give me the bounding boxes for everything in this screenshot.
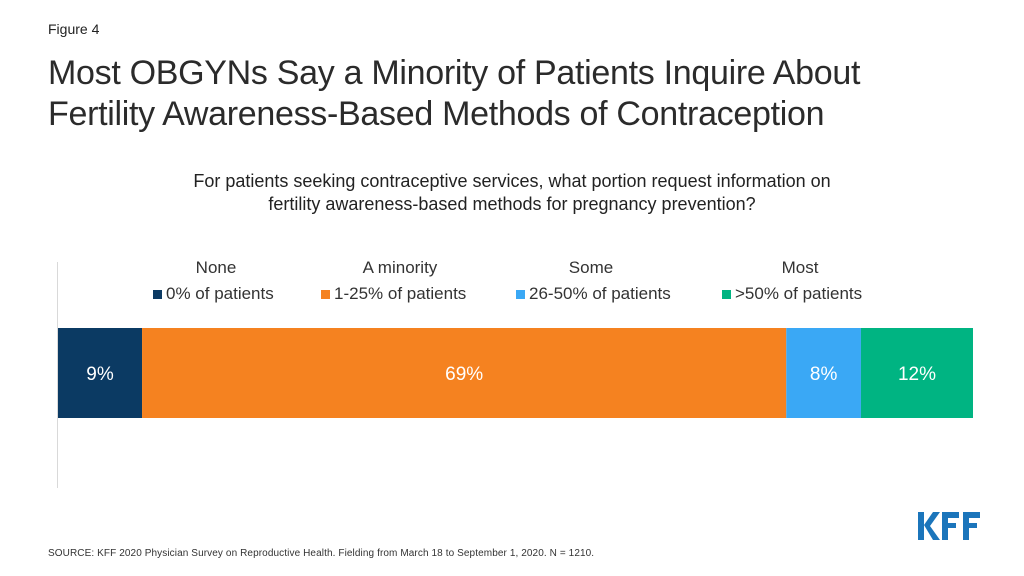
legend-group-some: Some <box>568 258 614 277</box>
figure-label: Figure 4 <box>48 21 100 37</box>
legend-item-3: >50% of patients <box>722 284 862 304</box>
legend-swatch-2 <box>516 289 525 299</box>
bar-segment-3 <box>860 328 973 418</box>
legend-group-minority: A minority <box>362 258 438 277</box>
bar-segment-2 <box>786 328 861 418</box>
legend-label-2: 26-50% of patients <box>529 284 671 303</box>
legend-group-none: None <box>195 258 237 277</box>
legend-item-2: 26-50% of patients <box>516 284 671 304</box>
data-label-1: 69% <box>445 364 483 385</box>
source-note: SOURCE: KFF 2020 Physician Survey on Rep… <box>48 548 595 559</box>
data-label-0: 9% <box>86 364 114 385</box>
bar-segment-1 <box>142 328 787 418</box>
legend-label-1: 1-25% of patients <box>334 284 467 303</box>
legend-swatch-0 <box>153 289 162 299</box>
legend-group-most: Most <box>781 258 819 277</box>
data-label-2: 8% <box>810 364 838 385</box>
title-line-1: Most OBGYNs Say a Minority of Patients I… <box>48 54 861 92</box>
legend-label-0: 0% of patients <box>166 284 274 303</box>
title-line-2: Fertility Awareness-Based Methods of Con… <box>48 95 825 133</box>
legend-item-1: 1-25% of patients <box>321 284 466 304</box>
legend-item-0: 0% of patients <box>153 284 274 304</box>
kff-logo <box>918 512 980 540</box>
subtitle-line-1: For patients seeking contraceptive servi… <box>193 171 831 191</box>
bar-segment-0 <box>58 328 143 418</box>
subtitle-line-2: fertility awareness-based methods for pr… <box>268 194 756 214</box>
legend-label-3: >50% of patients <box>735 284 863 303</box>
legend-swatch-1 <box>321 289 330 299</box>
chart-subtitle: For patients seeking contraceptive servi… <box>110 170 914 216</box>
page-title: Most OBGYNs Say a Minority of Patients I… <box>48 53 948 135</box>
data-label-3: 12% <box>898 364 936 385</box>
legend-swatch-3 <box>722 289 731 299</box>
y-axis-line <box>57 262 58 488</box>
